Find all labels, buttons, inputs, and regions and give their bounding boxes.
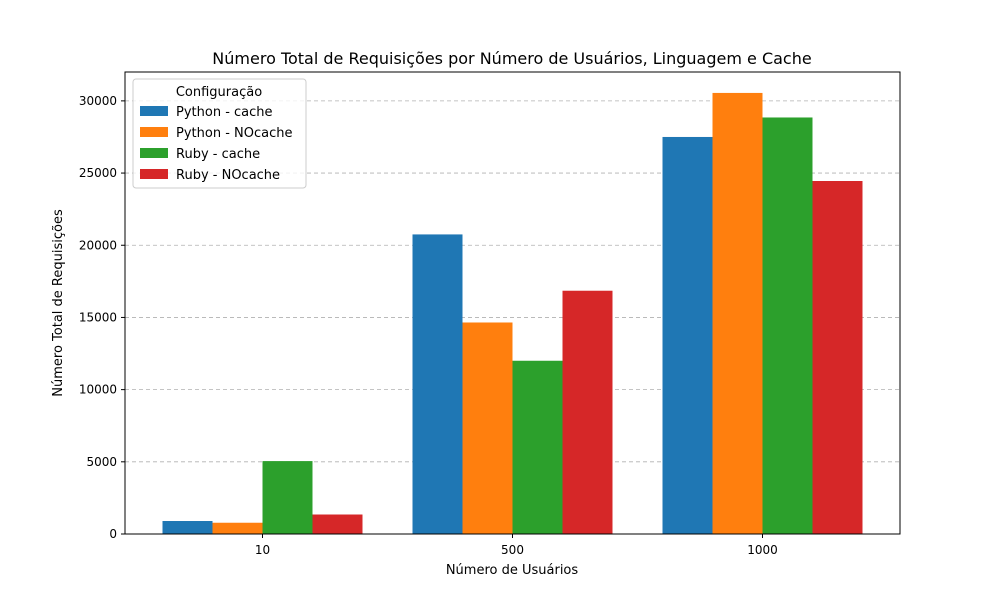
bar [312, 514, 363, 534]
legend-label: Ruby - NOcache [176, 168, 280, 183]
y-tick-label: 5000 [86, 455, 117, 469]
legend-label: Python - cache [176, 105, 273, 120]
legend-swatch [140, 169, 168, 179]
x-tick-label: 1000 [747, 543, 778, 557]
legend-swatch [140, 106, 168, 116]
bar [662, 136, 713, 534]
x-tick-label: 10 [255, 543, 270, 557]
bar [512, 360, 563, 534]
bars-group [162, 92, 863, 535]
x-tick-label: 500 [501, 543, 524, 557]
bar [262, 461, 313, 534]
bar [812, 181, 863, 535]
legend: Configuração Python - cache Python - NOcac… [132, 78, 307, 189]
legend-title: Configuração [176, 85, 262, 100]
legend-label: Python - NOcache [176, 126, 292, 141]
chart-title: Número Total de Requisições por Número d… [212, 49, 811, 68]
legend-label: Ruby - cache [176, 147, 260, 162]
legend-box [132, 78, 307, 189]
y-tick-label: 20000 [79, 238, 117, 252]
y-axis-ticks: 0 5000 10000 15000 20000 25000 30000 [79, 94, 125, 541]
y-tick-label: 10000 [79, 383, 117, 397]
legend-swatch [140, 127, 168, 137]
x-axis-label: Número de Usuários [446, 563, 579, 578]
bar [212, 522, 263, 534]
bar [462, 322, 513, 534]
bar [762, 117, 813, 535]
bar [562, 290, 613, 534]
bar [412, 234, 463, 534]
y-tick-label: 15000 [79, 310, 117, 324]
y-axis-label: Número Total de Requisições [51, 209, 66, 397]
legend-swatch [140, 148, 168, 158]
y-tick-label: 0 [109, 527, 117, 541]
y-tick-label: 25000 [79, 166, 117, 180]
y-tick-label: 30000 [79, 94, 117, 108]
bar [162, 521, 213, 534]
x-axis-ticks: 10 500 1000 [255, 534, 778, 557]
bar [712, 92, 763, 534]
